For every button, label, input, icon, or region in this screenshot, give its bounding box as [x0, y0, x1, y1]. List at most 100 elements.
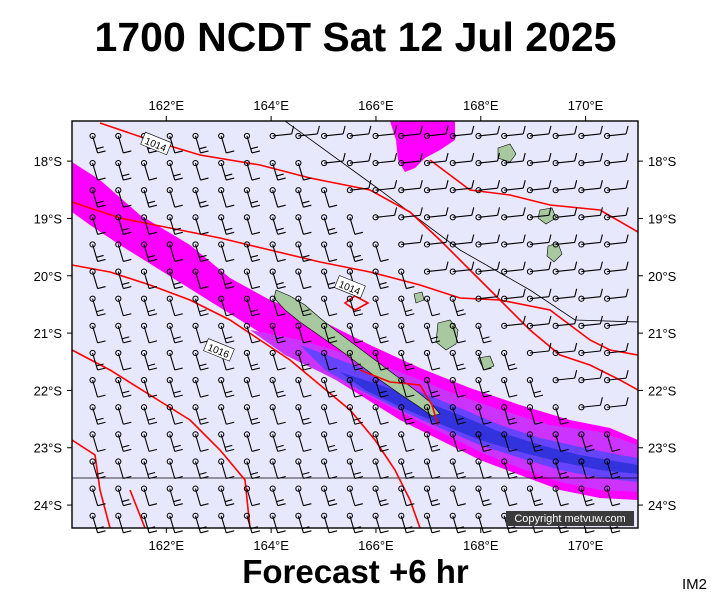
wind-barb	[166, 159, 183, 181]
wind-barb	[398, 180, 423, 194]
lat-tick-label-left: 19°S	[34, 211, 63, 226]
wind-barb	[269, 125, 295, 140]
wind-barb	[115, 458, 132, 480]
wind-barb	[449, 261, 475, 275]
wind-barb	[449, 125, 475, 140]
wind-barb	[578, 369, 603, 384]
lon-tick-label-top: 170°E	[568, 98, 604, 113]
wind-barb	[321, 431, 338, 452]
wind-barb	[604, 342, 629, 357]
wind-barb	[475, 512, 492, 534]
wind-barb	[604, 485, 621, 507]
wind-barb	[269, 431, 286, 452]
wind-barb	[115, 187, 132, 208]
wind-barb	[604, 207, 629, 221]
wind-barbs	[89, 125, 629, 534]
wind-barb	[243, 458, 261, 480]
wind-barb	[604, 369, 629, 384]
wind-barb	[218, 322, 235, 344]
isobar-line	[71, 264, 421, 529]
wind-barb	[475, 234, 501, 248]
wind-barb	[552, 342, 578, 357]
wind-barb	[192, 159, 209, 181]
wind-barb	[398, 458, 415, 480]
wind-barb	[295, 214, 312, 235]
wind-barb	[346, 485, 363, 507]
wind-barb	[526, 342, 552, 357]
wind-barb	[449, 404, 466, 425]
land-vanuatu-tanna	[546, 242, 563, 263]
wind-barb	[269, 187, 286, 208]
wind-barb	[372, 458, 389, 480]
wind-barb	[321, 512, 338, 534]
wind-barb	[475, 322, 492, 344]
wind-barb	[89, 241, 106, 262]
wind-barb	[243, 132, 261, 154]
lat-tick-label-left: 21°S	[34, 326, 63, 341]
wind-barb	[372, 125, 398, 140]
wind-barb	[166, 431, 183, 452]
lon-tick-label-bottom: 170°E	[568, 538, 604, 553]
wind-barb	[192, 268, 209, 290]
wind-barb	[372, 349, 389, 371]
wind-barb	[346, 214, 363, 235]
wind-barb	[89, 431, 106, 452]
wind-barb	[372, 268, 389, 290]
wind-barb	[398, 322, 415, 344]
wind-barb	[295, 485, 312, 507]
wind-barb	[526, 152, 552, 167]
wind-barb	[604, 261, 629, 275]
wind-barb	[423, 261, 449, 275]
lat-tick-label-left: 23°S	[34, 441, 63, 456]
wind-barb	[192, 431, 209, 452]
wind-barb	[604, 125, 629, 140]
wind-barb	[552, 152, 578, 167]
wind-barb	[449, 485, 466, 507]
wind-barb	[218, 159, 235, 181]
wind-barb	[346, 295, 363, 317]
isobar-line	[71, 201, 639, 356]
wind-barb	[89, 485, 106, 507]
wind-barb	[372, 377, 389, 398]
wind-barb	[269, 159, 286, 181]
wind-barb	[115, 295, 132, 317]
wind-barb	[166, 132, 183, 154]
wind-barb	[423, 322, 441, 344]
wind-barb	[398, 349, 415, 371]
wind-barb	[243, 404, 261, 425]
isobar-line	[359, 369, 439, 426]
lat-tick-label-left: 24°S	[34, 498, 63, 513]
wind-barb	[449, 431, 466, 452]
wind-barb	[449, 377, 466, 398]
wind-barb	[115, 404, 132, 425]
wind-barb	[295, 295, 312, 317]
wind-barb	[166, 349, 183, 371]
lon-tick-label-bottom: 166°E	[358, 538, 394, 553]
wind-barb	[578, 431, 595, 452]
wind-barb	[552, 404, 569, 425]
wind-barb	[578, 397, 603, 411]
wind-barb	[449, 458, 466, 480]
wind-barb	[115, 349, 132, 371]
wind-barb	[398, 485, 415, 507]
wind-barb	[475, 180, 501, 194]
wind-barb	[501, 207, 526, 221]
wind-barb	[578, 207, 603, 221]
wind-barb	[372, 512, 389, 534]
wind-barb	[423, 152, 449, 167]
wind-barb	[140, 322, 158, 344]
wind-barb	[501, 125, 526, 140]
wind-barb	[218, 485, 235, 507]
wind-barb	[166, 322, 183, 344]
wind-barb	[192, 485, 209, 507]
wind-barb	[501, 315, 526, 329]
copyright-text: Copyright metvuw.com	[514, 513, 625, 525]
wind-barb	[475, 288, 501, 302]
wind-barb	[552, 369, 578, 384]
wind-barb	[346, 241, 363, 262]
wind-barb	[269, 241, 286, 262]
lon-tick-label-bottom: 168°E	[463, 538, 499, 553]
wind-barb	[321, 322, 338, 344]
wind-barb	[552, 315, 578, 329]
wind-barb	[321, 458, 338, 480]
